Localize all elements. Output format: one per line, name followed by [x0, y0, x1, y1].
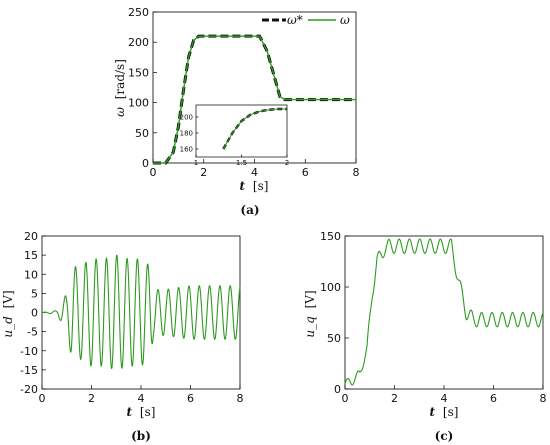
- panel-a-ytick-label: 50: [135, 127, 149, 140]
- panel-a-ytick-label: 250: [128, 6, 149, 19]
- panel-c-ytick-label: 0: [334, 383, 341, 396]
- panel-a-xtick-label: 6: [302, 166, 309, 179]
- panel-b-ytick-label: 20: [24, 230, 38, 243]
- panel-b-xtick-label: 8: [237, 392, 244, 405]
- panel-c-ylabel: u_q [V]: [303, 290, 317, 337]
- panel-c-ytick-label: 50: [327, 332, 341, 345]
- panel-b-ylabel: u_d [V]: [1, 290, 15, 337]
- panel-b-xlabel: t [s]: [127, 405, 156, 419]
- panel-a-inset-ytick-label: 180: [180, 130, 193, 138]
- panel-a-inset-xtick-label: 1.5: [236, 159, 247, 167]
- panel-a-caption: (a): [240, 203, 259, 217]
- panel-b-ylabel-var: u_d: [1, 316, 15, 338]
- panel-b-ytick-label: -10: [20, 345, 38, 358]
- panel-a-inset-xtick-label: 1: [194, 159, 198, 167]
- panel-c-xtick-label: 8: [540, 392, 547, 405]
- panel-c-caption: (c): [435, 429, 454, 443]
- panel-a-xtick-label: 2: [200, 166, 207, 179]
- panel-b-xlabel-var: t: [127, 405, 133, 419]
- panel-b-xtick-label: 0: [39, 392, 46, 405]
- panel-b-ytick-label: -20: [20, 383, 38, 396]
- panel-c-xtick-label: 4: [441, 392, 448, 405]
- panel-b-series-line: [42, 254, 241, 370]
- panel-a-inset-frame: [195, 104, 288, 158]
- panel-c-ylabel-unit: [V]: [303, 290, 317, 308]
- panel-a-ticks: 0 2 4 6 8 0 50 100 150 200 250: [128, 6, 360, 179]
- panel-a-xtick-label: 4: [251, 166, 258, 179]
- panel-a-ytick-label: 100: [128, 97, 149, 110]
- panel-b-ylabel-unit: [V]: [1, 290, 15, 308]
- panel-a-ylabel-unit: [rad/s]: [113, 59, 127, 99]
- panel-c-ticks: 0 2 4 6 8 0 50 100 150: [320, 230, 547, 405]
- panel-a-ylabel-var: ω: [113, 107, 127, 117]
- panel-b-caption: (b): [131, 429, 151, 443]
- panel-a-xlabel-var: t: [240, 179, 246, 193]
- panel-c-xlabel-unit: [s]: [443, 405, 459, 419]
- panel-b-ytick-label: 10: [24, 268, 38, 281]
- panel-a-inset-measured-line: [222, 108, 287, 150]
- panel-a-ytick-label: 150: [128, 66, 149, 79]
- panel-a-legend: ω* ω: [262, 13, 350, 27]
- panel-a-ytick-label: 0: [142, 157, 149, 170]
- panel-c-xtick-label: 2: [391, 392, 398, 405]
- panel-b-ytick-label: -5: [27, 326, 38, 339]
- panel-a-xlabel-unit: [s]: [253, 179, 269, 193]
- panel-b-ytick-label: -15: [20, 364, 38, 377]
- panel-c: 0 2 4 6 8 0 50 100 150 u_q [V] t [s] (c): [303, 230, 547, 443]
- panel-b-ytick-label: 15: [24, 249, 38, 262]
- panel-a-xlabel: t [s]: [240, 179, 269, 193]
- panel-c-ytick-label: 150: [320, 230, 341, 243]
- panel-a-inset-ticks: 1 1.5 2 160 180 200: [180, 114, 290, 168]
- panel-c-xtick-label: 6: [490, 392, 497, 405]
- panel-b-ytick-label: 5: [31, 287, 38, 300]
- legend-measured-label: ω: [340, 13, 350, 27]
- panel-a-inset-ytick-label: 200: [180, 114, 193, 122]
- panel-c-xlabel-var: t: [430, 405, 436, 419]
- panel-b-xtick-label: 4: [138, 392, 145, 405]
- panel-c-xtick-label: 0: [342, 392, 349, 405]
- panel-c-series-line: [344, 238, 544, 386]
- panel-b-plot-area: [41, 235, 241, 390]
- panel-a-ytick-label: 200: [128, 36, 149, 49]
- panel-a-xtick-label: 0: [150, 166, 157, 179]
- legend-reference-label: ω*: [287, 13, 303, 27]
- panel-a-ylabel: ω [rad/s]: [113, 59, 127, 117]
- panel-b-ytick-label: 0: [31, 307, 38, 320]
- panel-a-xtick-label: 8: [353, 166, 360, 179]
- panel-b-xtick-label: 6: [187, 392, 194, 405]
- panel-c-ytick-label: 100: [320, 281, 341, 294]
- panel-c-xlabel: t [s]: [430, 405, 459, 419]
- panel-a-series-measured-line: [153, 35, 356, 164]
- panel-b: 0 2 4 6 8 -20 -15 -10 -5 0 5 10 15 20 u_d [V] t [s] (…: [1, 230, 244, 443]
- panel-c-ylabel-var: u_q: [303, 316, 317, 338]
- panel-a: 0 2 4 6 8 0 50 100 150 200 250 1 1.5 2 160 180 200 ω* ω…: [113, 6, 360, 217]
- panel-b-xtick-label: 2: [88, 392, 95, 405]
- panel-b-ticks: 0 2 4 6 8 -20 -15 -10 -5 0 5 10 15 20: [20, 230, 243, 405]
- panel-a-inset-ytick-label: 160: [180, 146, 193, 154]
- panel-a-inset-xtick-label: 2: [285, 159, 289, 167]
- panel-b-xlabel-unit: [s]: [140, 405, 156, 419]
